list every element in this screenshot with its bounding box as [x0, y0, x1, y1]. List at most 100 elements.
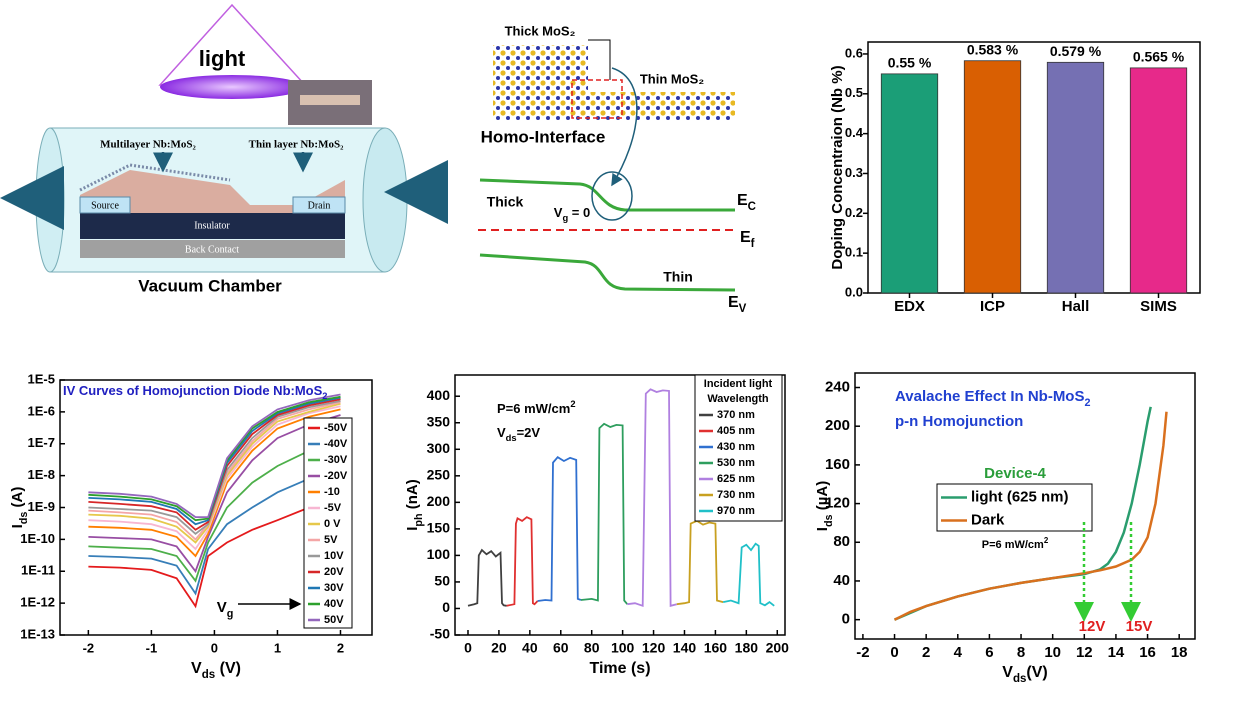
- y-tick-label: 1E-8: [28, 467, 55, 482]
- x-tick-label: EDX: [894, 298, 925, 315]
- source-pad: [79, 196, 131, 214]
- legend-label: light (625 nm): [971, 488, 1069, 505]
- multilayer-label: Multilayer Nb:MoS₂: [100, 139, 196, 151]
- plot-frame: [854, 372, 1196, 640]
- y-tick-label: 150: [427, 520, 451, 536]
- y-tick-label: 100: [427, 546, 451, 562]
- text-part: g: [562, 213, 568, 223]
- valence-band: [479, 253, 736, 292]
- thin-lattice: [585, 92, 735, 120]
- vg-label: Vg = 0: [554, 205, 590, 223]
- bar: [1129, 67, 1188, 294]
- x-tick-label: 6: [985, 644, 993, 661]
- text-part: (A): [9, 487, 26, 512]
- x-tick-label: 2: [922, 644, 930, 661]
- y-tick-label: 0.0: [845, 284, 863, 299]
- text-part: ds: [18, 512, 30, 525]
- chamber-cap: [362, 127, 408, 273]
- legend-label: 970 nm: [717, 505, 755, 517]
- annotation: Vds=2V: [497, 425, 540, 443]
- y-tick-label: 80: [833, 533, 850, 550]
- annotation: P=6 mW/cm2: [497, 399, 576, 416]
- bracket: [588, 39, 611, 80]
- text-part: E: [737, 192, 748, 209]
- text-part: =2V: [517, 425, 541, 440]
- series-line: [88, 396, 341, 526]
- legend-label: 730 nm: [717, 489, 755, 501]
- source-label: Source: [91, 200, 119, 211]
- legend-box: [936, 483, 1093, 532]
- thick-lattice: [493, 45, 588, 120]
- legend-label: -5V: [324, 502, 342, 514]
- back-contact-label: Back Contact: [185, 244, 239, 255]
- x-tick-label: ICP: [980, 298, 1005, 315]
- light-label: light: [199, 46, 246, 71]
- back-contact: [80, 240, 345, 258]
- text-part: V: [217, 599, 227, 616]
- text-part: 2: [570, 399, 575, 409]
- y-axis-label: Ids (A): [9, 487, 30, 529]
- text-part: E: [728, 294, 739, 311]
- legend-label: -30V: [324, 454, 348, 466]
- text-part: 2: [1084, 397, 1090, 409]
- y-tick-label: 0: [442, 599, 450, 615]
- plot-frame: [867, 41, 1201, 294]
- y-tick-label: 40: [833, 572, 850, 589]
- drain-pad: [292, 196, 346, 214]
- legend-label: 20V: [324, 566, 344, 578]
- annotation: 15V: [1126, 618, 1153, 635]
- insulator-label: Insulator: [194, 220, 230, 231]
- thin-mos2-label: Thin MoS₂: [640, 71, 704, 86]
- value-label: 0.565 %: [1133, 49, 1185, 65]
- chart-title: Avalache Effect In Nb-MoS2: [895, 388, 1091, 409]
- plot-frame: [454, 374, 786, 636]
- y-tick-label: 1E-11: [21, 563, 55, 578]
- legend-label: -50V: [324, 422, 348, 434]
- text-part: (V): [1026, 664, 1047, 681]
- y-tick-label: 120: [825, 495, 850, 512]
- y-tick-label: 0.1: [845, 245, 863, 260]
- legend-label: 50V: [324, 614, 344, 626]
- text-part: (µA): [814, 481, 831, 515]
- y-tick-label: 0.4: [845, 125, 864, 140]
- series-line: [537, 456, 582, 602]
- x-tick-label: 0: [211, 640, 218, 655]
- text-part: P=6 mW/cm: [982, 539, 1044, 551]
- interface-diagram: Thick MoS₂ Thin MoS₂ Homo-Interface Thic…: [478, 23, 756, 315]
- series-line: [88, 398, 341, 531]
- chamber-cap: [35, 127, 65, 273]
- series-line: [88, 414, 341, 574]
- text-part: V: [554, 205, 563, 220]
- x-tick-label: 8: [1017, 644, 1025, 661]
- device-photo-flake: [300, 95, 360, 105]
- text-part: (nA): [404, 479, 421, 513]
- x-tick-label: -1: [146, 640, 158, 655]
- ev-label: EV: [728, 294, 747, 315]
- y-tick-label: 0.6: [845, 45, 863, 60]
- text-part: C: [748, 201, 756, 213]
- x-tick-label: -2: [856, 644, 869, 661]
- series-line: [467, 548, 507, 607]
- y-axis-label: Iph (nA): [404, 479, 425, 531]
- y-tick-label: 1E-5: [28, 371, 55, 386]
- bar: [1046, 61, 1105, 294]
- y-tick-label: 160: [825, 456, 850, 473]
- legend-label: 30V: [324, 582, 344, 594]
- text-part: ds: [202, 669, 215, 681]
- insulator: [80, 213, 345, 239]
- light-source: [160, 75, 304, 99]
- y-tick-label: -50: [430, 626, 450, 642]
- legend-title: Wavelength: [707, 393, 769, 405]
- text-part: Avalache Effect In Nb-MoS: [895, 388, 1084, 405]
- x-tick-label: 16: [1139, 644, 1156, 661]
- text-part: I: [9, 524, 26, 528]
- text-part: ds: [1013, 673, 1026, 685]
- y-tick-label: 0.3: [845, 165, 863, 180]
- y-tick-label: 1E-12: [20, 595, 55, 610]
- y-axis-label: Ids (µA): [814, 481, 835, 531]
- text-part: P=6 mW/cm: [497, 401, 570, 416]
- series-line: [88, 440, 341, 583]
- y-tick-label: 1E-9: [28, 499, 55, 514]
- x-tick-label: 0: [890, 644, 898, 661]
